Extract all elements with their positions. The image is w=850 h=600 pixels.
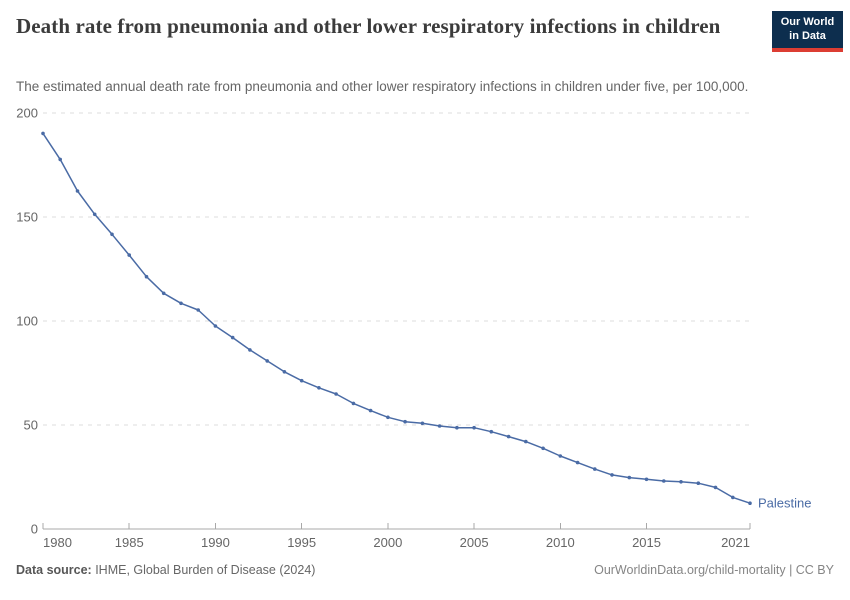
data-point-1990[interactable] — [213, 324, 218, 328]
attribution-link[interactable]: OurWorldinData.org/child-mortality | CC … — [594, 563, 834, 577]
data-point-1998[interactable] — [351, 401, 356, 406]
data-point-2011[interactable] — [575, 460, 580, 465]
owid-logo[interactable]: Our World in Data — [772, 11, 843, 52]
owid-logo-line2: in Data — [789, 29, 826, 42]
x-tick-label-2010: 2010 — [546, 535, 575, 550]
data-source: Data source: IHME, Global Burden of Dise… — [16, 563, 315, 577]
data-point-2020[interactable] — [731, 495, 735, 500]
series-label-palestine: Palestine — [758, 496, 811, 511]
x-tick-label-2000: 2000 — [373, 535, 402, 550]
data-point-2013[interactable] — [610, 473, 614, 477]
data-point-1986[interactable] — [144, 274, 149, 279]
data-point-1993[interactable] — [265, 359, 270, 363]
data-point-1994[interactable] — [282, 370, 287, 374]
data-point-2016[interactable] — [662, 479, 666, 483]
data-point-2014[interactable] — [627, 475, 632, 480]
data-point-2007[interactable] — [506, 434, 511, 439]
data-point-2000[interactable] — [386, 415, 390, 420]
data-point-1995[interactable] — [299, 378, 304, 383]
data-source-value: IHME, Global Burden of Disease (2024) — [91, 563, 316, 577]
data-point-1988[interactable] — [179, 301, 183, 306]
data-line-palestine[interactable] — [42, 132, 751, 504]
data-point-1992[interactable] — [248, 348, 252, 352]
y-tick-label-100: 100 — [16, 314, 38, 329]
data-point-1999[interactable] — [368, 408, 373, 413]
data-point-1980[interactable] — [41, 131, 45, 136]
data-point-2006[interactable] — [489, 429, 494, 434]
data-point-2019[interactable] — [713, 485, 718, 490]
data-point-1987[interactable] — [161, 291, 166, 296]
data-point-1982[interactable] — [75, 189, 80, 193]
chart-footer: Data source: IHME, Global Burden of Dise… — [16, 563, 834, 577]
x-tick-label-1980: 1980 — [43, 535, 72, 550]
data-point-2012[interactable] — [593, 467, 597, 471]
data-point-2017[interactable] — [679, 480, 683, 484]
y-tick-label-150: 150 — [16, 210, 38, 225]
data-point-1985[interactable] — [127, 253, 131, 257]
data-point-1996[interactable] — [317, 386, 321, 390]
data-point-2002[interactable] — [420, 421, 425, 426]
y-tick-label-50: 50 — [24, 418, 38, 433]
data-point-2010[interactable] — [558, 454, 563, 458]
data-point-1989[interactable] — [196, 308, 200, 312]
x-tick-label-1990: 1990 — [201, 535, 230, 550]
x-tick-label-1995: 1995 — [287, 535, 316, 550]
data-point-2001[interactable] — [403, 419, 407, 424]
chart-title: Death rate from pneumonia and other lowe… — [16, 14, 721, 38]
data-point-2004[interactable] — [455, 425, 459, 430]
data-point-2009[interactable] — [541, 446, 545, 451]
data-point-1997[interactable] — [334, 392, 338, 396]
data-point-2018[interactable] — [696, 481, 701, 486]
data-source-label: Data source: — [16, 563, 92, 577]
x-tick-label-2005: 2005 — [460, 535, 489, 550]
data-point-2003[interactable] — [437, 424, 442, 428]
owid-logo-line1: Our World — [780, 16, 835, 28]
x-tick-label-1985: 1985 — [115, 535, 144, 550]
data-point-2005[interactable] — [472, 425, 476, 430]
data-point-2015[interactable] — [644, 477, 649, 482]
data-point-2008[interactable] — [524, 439, 528, 444]
data-point-1991[interactable] — [230, 335, 235, 340]
data-point-2021[interactable] — [748, 501, 752, 506]
chart-subtitle: The estimated annual death rate from pne… — [16, 79, 749, 94]
y-tick-label-200: 200 — [16, 106, 38, 121]
data-point-1983[interactable] — [92, 212, 97, 217]
y-tick-label-0: 0 — [31, 522, 38, 537]
data-point-1984[interactable] — [110, 232, 114, 237]
x-tick-label-2021: 2021 — [721, 535, 750, 550]
data-point-1981[interactable] — [58, 157, 62, 162]
x-tick-label-2015: 2015 — [632, 535, 661, 550]
